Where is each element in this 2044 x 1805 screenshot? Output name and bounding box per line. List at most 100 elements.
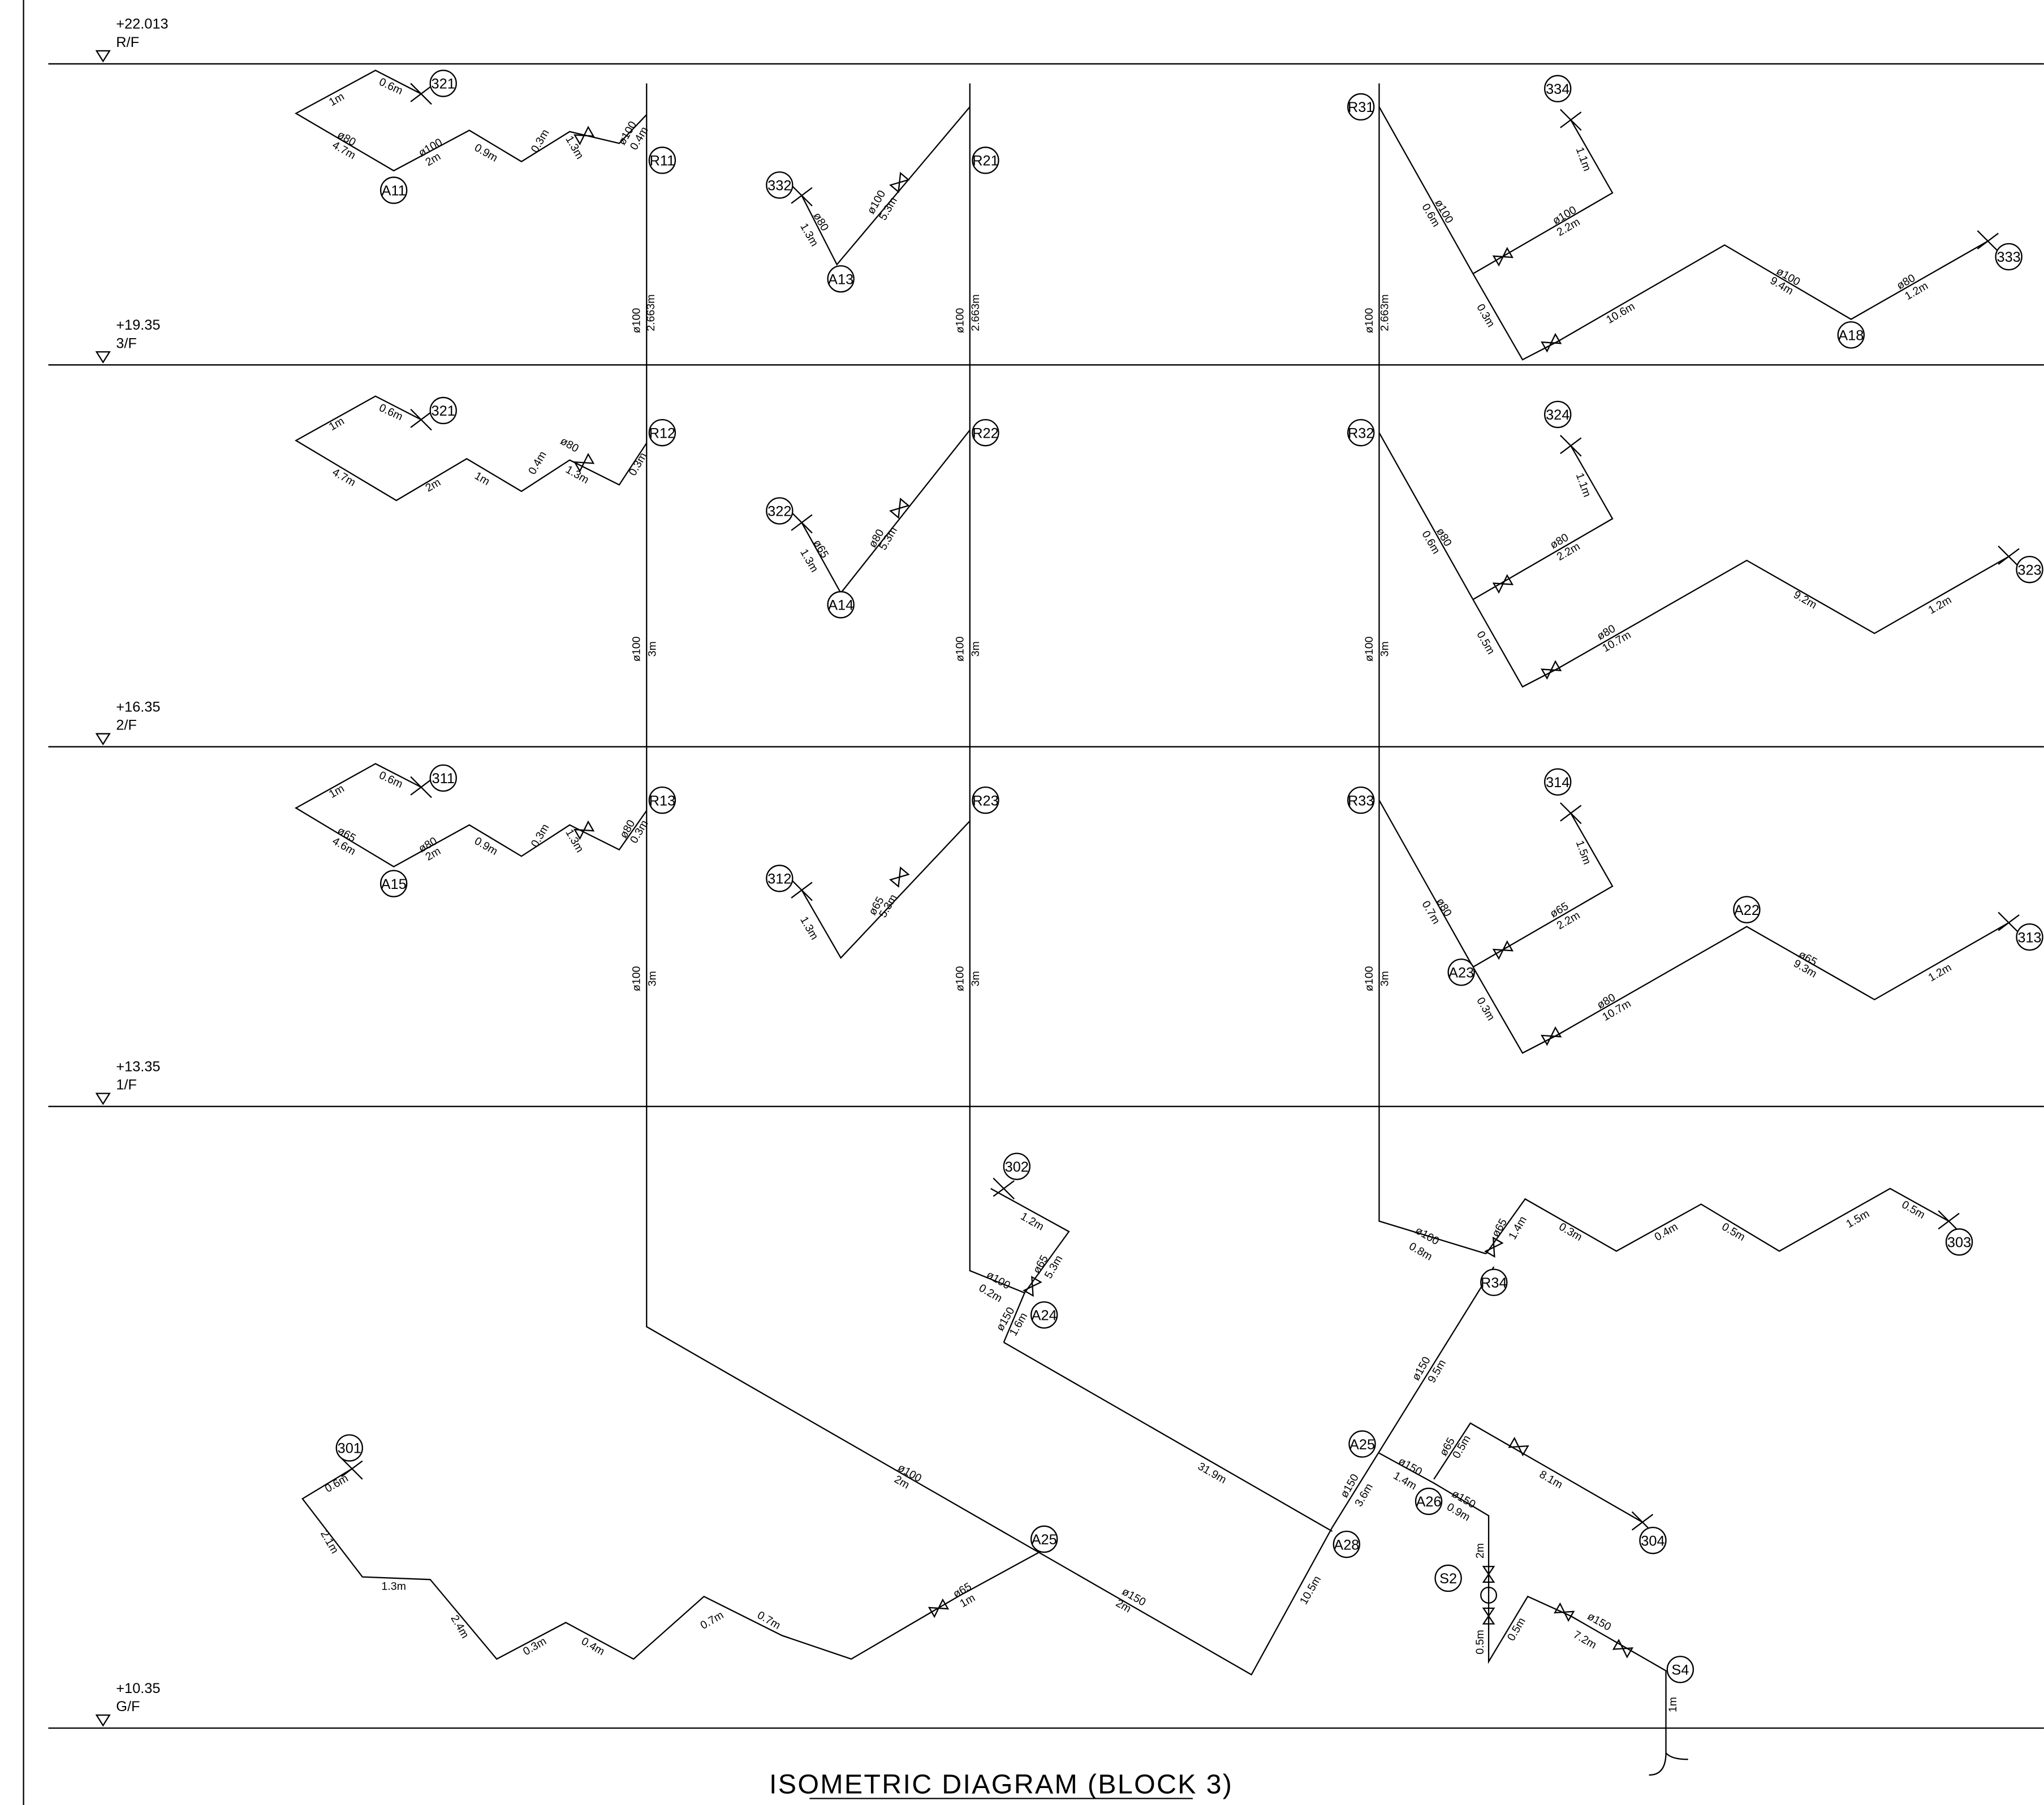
tag-circle (1347, 93, 1375, 121)
tag-label: A15 (381, 876, 407, 892)
tag-circle (766, 497, 794, 525)
level-elevation: +10.35 (116, 1681, 160, 1696)
level-marker (95, 50, 111, 63)
tag-label: 314 (1546, 775, 1569, 791)
tag-circle (648, 418, 676, 447)
dimension-label: 3m (969, 971, 982, 986)
dimension-label: ø100 (954, 966, 966, 991)
end-cap (1998, 545, 2020, 568)
level-marker (95, 1714, 111, 1727)
tag-label: R21 (972, 153, 999, 169)
level-elevation: +13.35 (116, 1059, 160, 1074)
tag-label: 313 (2017, 930, 2041, 945)
level-marker (95, 1092, 111, 1106)
tag-label: 312 (767, 871, 791, 887)
valve (889, 171, 910, 193)
tag-circle (1003, 1152, 1030, 1180)
dimension-label: ø100 (631, 308, 643, 334)
tag-label: 322 (767, 504, 791, 520)
end-cap (791, 879, 813, 901)
end-cap (1977, 230, 1999, 252)
tag-circle (1666, 1656, 1694, 1683)
tag-circle (648, 146, 676, 174)
end-cap (1998, 912, 2020, 934)
pipe (1433, 1422, 1643, 1523)
tag-circle (380, 176, 408, 204)
level-floor: G/F (116, 1699, 140, 1715)
tag-label: R23 (972, 793, 999, 809)
tag-label: 321 (432, 76, 455, 92)
dimension-label: ø100 (954, 636, 966, 662)
level-elevation: +19.35 (116, 317, 160, 333)
tag-circle (1348, 1430, 1376, 1458)
valve (573, 820, 595, 840)
tag-circle (648, 786, 676, 814)
pipe (294, 395, 648, 502)
level-elevation: +22.013 (116, 16, 168, 32)
tag-circle (1347, 786, 1375, 814)
end-cap (341, 1458, 363, 1480)
tag-label: A25 (1032, 1532, 1057, 1548)
dimension-label: 2.663m (1379, 294, 1391, 331)
valve (1492, 247, 1514, 267)
valve (889, 498, 910, 519)
tag-circle (1415, 1487, 1443, 1515)
tag-circle (2016, 923, 2043, 951)
pipe (294, 763, 648, 867)
tag-circle (380, 870, 408, 897)
tag-circle (827, 265, 855, 293)
tag-label: 301 (338, 1441, 361, 1457)
end-cap (410, 408, 432, 431)
tag-circle (1945, 1228, 1973, 1256)
tag-circle (1434, 1564, 1462, 1592)
valve (889, 866, 910, 888)
valve (1541, 1026, 1562, 1046)
tag-label: A13 (828, 271, 853, 287)
level-floor: 1/F (116, 1077, 137, 1093)
tag-circle (1447, 958, 1475, 986)
end-cap (1938, 1210, 1960, 1232)
valve (1508, 1436, 1529, 1457)
tag-circle (827, 591, 855, 619)
dimension-label: 1.3m (381, 1581, 406, 1593)
dimension-label: ø100 (1363, 966, 1375, 991)
tag-label: 333 (1997, 249, 2021, 265)
tag-circle (766, 865, 794, 892)
pipe (1378, 83, 1486, 1255)
tag-label: R32 (1348, 425, 1374, 441)
tag-label: A23 (1448, 965, 1474, 981)
tag-circle (972, 146, 999, 174)
tag-circle (2016, 555, 2043, 584)
tag-circle (1733, 896, 1761, 923)
tag-circle (1639, 1526, 1667, 1554)
tag-label: 311 (432, 771, 455, 787)
dimension-label: 2.663m (645, 294, 657, 331)
tag-label: S4 (1671, 1662, 1689, 1678)
pipe (1472, 445, 1614, 601)
valve (1482, 1607, 1495, 1625)
drawing-title: ISOMETRIC DIAGRAM (BLOCK 3) (769, 1769, 1233, 1799)
tag-circle (972, 418, 999, 447)
tag-circle (972, 786, 999, 814)
pipe (294, 70, 648, 172)
tag-circle (1480, 1268, 1508, 1297)
tag-label: 321 (432, 403, 455, 419)
pipe (801, 821, 971, 959)
level-floor: 2/F (116, 718, 137, 733)
pipe (969, 83, 1025, 1294)
tag-label: R22 (972, 425, 999, 441)
tag-label: A18 (1838, 328, 1864, 344)
tag-circle (335, 1434, 363, 1462)
level-elevation: +16.35 (116, 699, 160, 715)
end-cap (1560, 802, 1582, 824)
dimension-label: 2m (1474, 1543, 1486, 1558)
dimension-label: 2.663m (969, 294, 982, 331)
tag-label: 302 (1005, 1159, 1029, 1175)
tag-circle (1347, 418, 1375, 447)
pipe (1003, 1292, 1025, 1343)
valve (573, 126, 595, 146)
dimension-label: ø100 (954, 308, 966, 334)
pipe (1378, 1452, 1667, 1753)
level-marker (95, 351, 111, 364)
